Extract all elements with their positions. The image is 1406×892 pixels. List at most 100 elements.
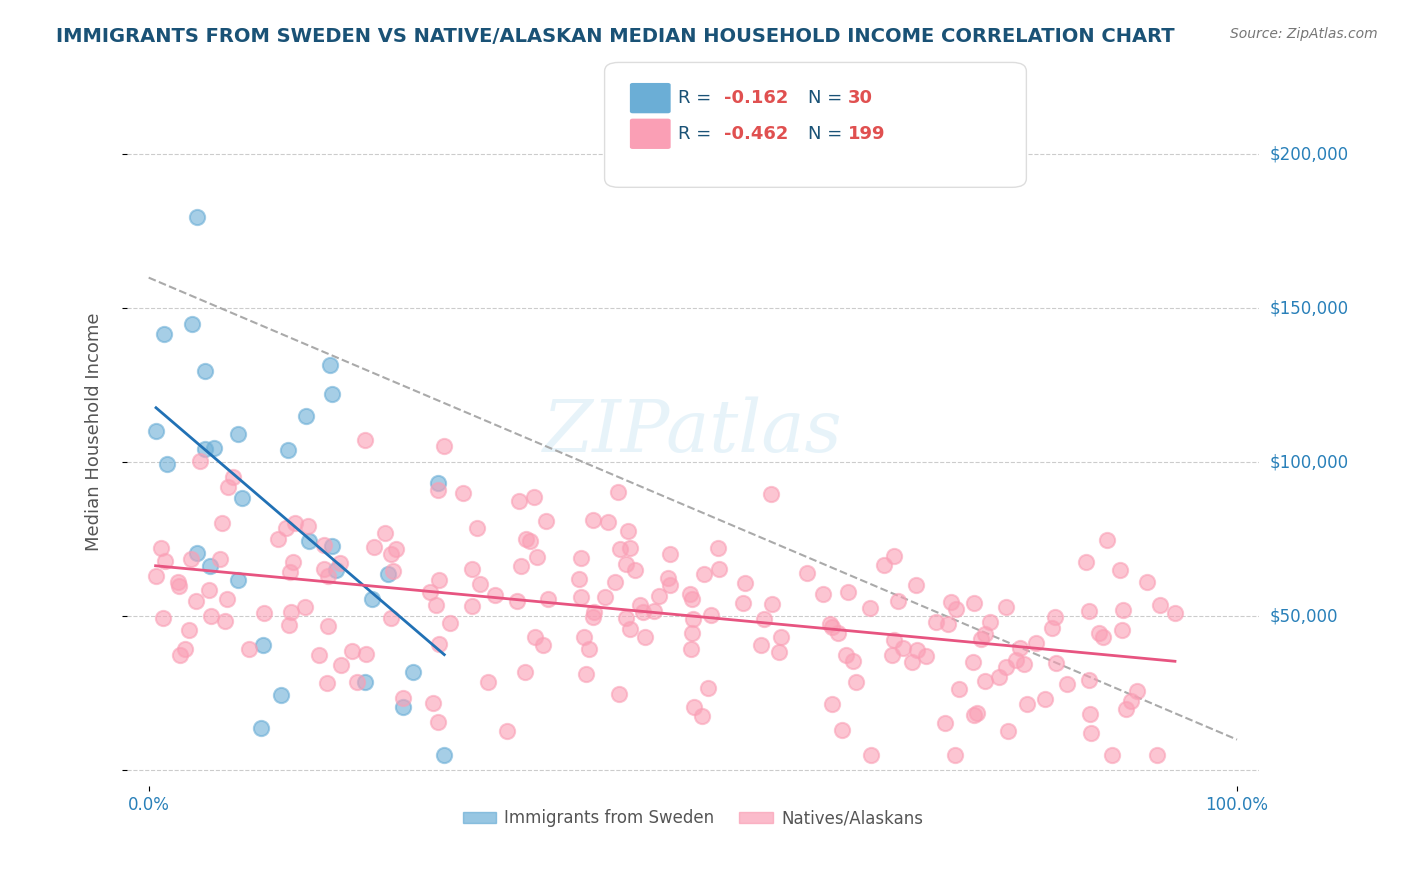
Point bbox=[217, 592, 239, 607]
Point bbox=[1135, 575, 1157, 590]
Point bbox=[1012, 657, 1035, 671]
Point bbox=[380, 611, 402, 625]
Point bbox=[821, 697, 844, 711]
Point bbox=[180, 552, 202, 566]
Text: $100,000: $100,000 bbox=[1270, 453, 1350, 471]
Point bbox=[346, 674, 368, 689]
Point bbox=[734, 575, 756, 590]
Point bbox=[1015, 697, 1038, 711]
Point bbox=[690, 709, 713, 723]
Point bbox=[184, 593, 207, 607]
Point bbox=[841, 654, 863, 668]
Point bbox=[427, 638, 450, 652]
Point bbox=[267, 533, 290, 547]
Point bbox=[796, 566, 818, 581]
Point bbox=[966, 706, 988, 720]
Point bbox=[936, 616, 959, 631]
Point bbox=[1149, 599, 1171, 613]
Point bbox=[186, 546, 208, 560]
Point bbox=[831, 723, 853, 738]
Point bbox=[419, 584, 441, 599]
Point bbox=[598, 515, 620, 529]
Point bbox=[1078, 673, 1101, 687]
Point bbox=[277, 443, 299, 458]
Text: ZIPatlas: ZIPatlas bbox=[543, 396, 842, 467]
Point bbox=[250, 722, 273, 736]
Point bbox=[939, 595, 962, 609]
Point bbox=[214, 614, 236, 628]
Point bbox=[658, 548, 681, 562]
Point bbox=[859, 601, 882, 615]
Text: N =: N = bbox=[808, 125, 848, 143]
Point bbox=[575, 667, 598, 681]
Point bbox=[314, 562, 336, 576]
Point bbox=[274, 521, 297, 535]
Point bbox=[905, 642, 928, 657]
Point bbox=[761, 597, 783, 611]
Point bbox=[211, 516, 233, 531]
Point bbox=[614, 557, 637, 571]
Point bbox=[329, 657, 352, 672]
Point bbox=[377, 566, 399, 581]
Point bbox=[217, 480, 239, 494]
Text: -0.162: -0.162 bbox=[724, 89, 789, 107]
Point bbox=[709, 562, 731, 576]
Point bbox=[385, 541, 408, 556]
Point bbox=[382, 564, 405, 578]
Point bbox=[145, 569, 167, 583]
Point bbox=[835, 648, 858, 662]
Point bbox=[1095, 533, 1118, 548]
Point bbox=[427, 573, 450, 587]
Point bbox=[681, 591, 703, 606]
Point bbox=[859, 747, 882, 762]
Point bbox=[1056, 677, 1078, 691]
Point bbox=[167, 574, 190, 589]
Point bbox=[484, 588, 506, 602]
Point bbox=[194, 442, 217, 457]
Point bbox=[697, 681, 720, 695]
Point bbox=[433, 747, 456, 762]
Point bbox=[901, 655, 924, 669]
Point bbox=[1121, 694, 1143, 708]
Point bbox=[873, 558, 896, 572]
Point bbox=[515, 532, 537, 546]
Point bbox=[174, 641, 197, 656]
Point bbox=[519, 534, 541, 549]
Point bbox=[974, 673, 997, 688]
Point bbox=[628, 599, 651, 613]
Point bbox=[707, 541, 730, 556]
Point bbox=[221, 469, 243, 483]
Point bbox=[228, 427, 250, 442]
Text: 199: 199 bbox=[848, 125, 886, 143]
Point bbox=[465, 521, 488, 535]
Point bbox=[1101, 747, 1123, 762]
Point bbox=[361, 592, 384, 607]
Point bbox=[962, 655, 984, 669]
Point bbox=[152, 611, 174, 625]
Point bbox=[461, 562, 484, 576]
Point bbox=[979, 615, 1001, 630]
Point bbox=[1111, 623, 1133, 637]
Point bbox=[169, 648, 191, 663]
Point bbox=[526, 549, 548, 564]
Point bbox=[915, 648, 938, 663]
Point bbox=[1033, 692, 1056, 706]
Point bbox=[593, 590, 616, 604]
Point bbox=[238, 642, 260, 657]
Point bbox=[1112, 603, 1135, 617]
Text: IMMIGRANTS FROM SWEDEN VS NATIVE/ALASKAN MEDIAN HOUSEHOLD INCOME CORRELATION CHA: IMMIGRANTS FROM SWEDEN VS NATIVE/ALASKAN… bbox=[56, 27, 1175, 45]
Point bbox=[427, 483, 450, 498]
Point bbox=[759, 487, 782, 501]
Point bbox=[536, 592, 558, 607]
Point bbox=[231, 491, 253, 505]
Point bbox=[325, 563, 347, 577]
Point bbox=[1088, 626, 1111, 640]
Point bbox=[1115, 702, 1137, 716]
Point bbox=[962, 596, 984, 610]
Point bbox=[731, 596, 754, 610]
Point bbox=[945, 601, 967, 615]
Point bbox=[963, 707, 986, 722]
Point bbox=[508, 493, 530, 508]
Point bbox=[340, 644, 363, 658]
Point bbox=[270, 688, 292, 702]
